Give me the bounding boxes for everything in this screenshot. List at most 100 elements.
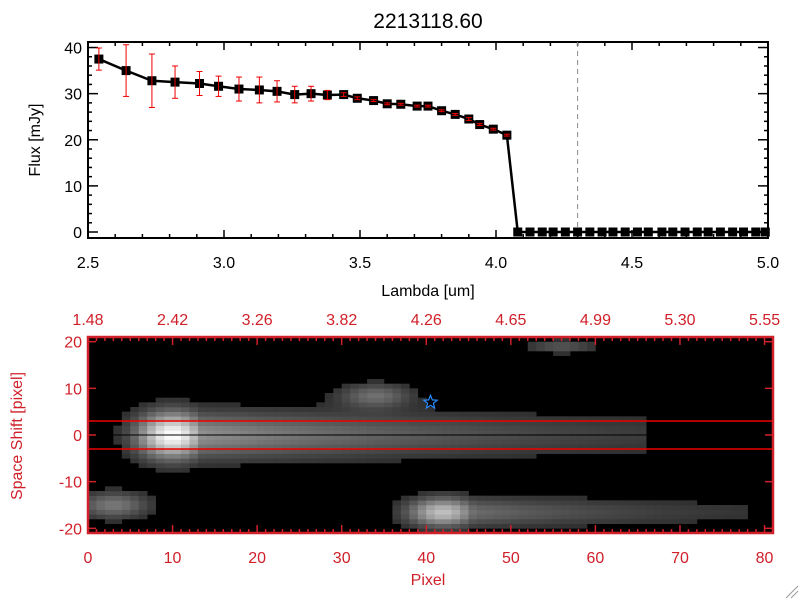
image-pixel	[434, 495, 444, 501]
image-pixel	[392, 444, 402, 450]
image-pixel	[417, 514, 427, 520]
image-pixel	[324, 411, 334, 417]
image-pixel	[121, 509, 131, 515]
image-pixel	[739, 514, 748, 520]
image-pixel	[181, 467, 190, 473]
image-pixel	[121, 416, 131, 422]
image-pixel	[383, 416, 393, 422]
image-pixel	[544, 425, 554, 431]
image-pixel	[451, 495, 461, 501]
image-pixel	[468, 435, 478, 440]
image-pixel	[409, 411, 419, 417]
resize-grip-icon[interactable]	[785, 585, 799, 599]
image-pixel	[451, 416, 461, 422]
image-pixel	[679, 500, 689, 506]
data-point	[643, 227, 653, 237]
image-pixel	[104, 519, 114, 524]
image-pixel	[595, 509, 605, 515]
image-pixel	[519, 425, 529, 431]
image-pixel	[172, 397, 182, 403]
image-pixel	[620, 416, 630, 422]
image-pixel	[358, 435, 368, 440]
image-pixel	[375, 411, 385, 417]
image-pixel	[426, 421, 436, 426]
image-pixel	[130, 421, 140, 426]
image-pixel	[274, 439, 283, 445]
image-pixel	[460, 509, 469, 515]
image-pixel	[155, 397, 165, 403]
y-tick-label: 20	[64, 133, 82, 150]
image-pixel	[400, 509, 410, 515]
image-pixel	[570, 421, 579, 426]
image-pixel	[88, 514, 97, 520]
image-pixel	[130, 514, 140, 520]
image-pixel	[214, 416, 224, 422]
image-pixel	[333, 402, 343, 408]
image-pixel	[214, 463, 224, 468]
image-pixel	[586, 514, 596, 520]
image-pixel	[460, 439, 469, 445]
image-pixel	[586, 505, 596, 510]
image-pixel	[527, 523, 537, 529]
image-pixel	[536, 500, 545, 506]
image-pixel	[96, 491, 106, 496]
image-pixel	[477, 411, 486, 417]
image-pixel	[739, 505, 748, 510]
image-pixel	[138, 491, 148, 496]
image-pixel	[350, 444, 359, 450]
image-pixel	[493, 495, 503, 501]
image-pixel	[586, 430, 596, 436]
image-pixel	[654, 500, 664, 506]
image-pixel	[257, 444, 266, 450]
image-pixel	[417, 444, 427, 450]
image-pixel	[400, 388, 410, 394]
image-pixel	[536, 444, 545, 450]
image-pixel	[595, 514, 605, 520]
image-pixel	[164, 435, 173, 440]
spectrum-plot: 2.5 3.0 3.5 4.0 4.5 5.0 0 10 20 30 40	[64, 41, 779, 272]
image-pixel	[375, 425, 385, 431]
image-pixel	[324, 453, 334, 459]
image-pixel	[316, 411, 326, 417]
image-pixel	[620, 449, 630, 454]
image-pixel	[578, 523, 588, 529]
data-point	[620, 227, 630, 237]
image-pixel	[519, 495, 529, 501]
image-pixel	[265, 411, 275, 417]
image-pixel	[485, 425, 495, 431]
image-pixel	[561, 523, 571, 529]
image-pixel	[214, 435, 224, 440]
image-pixel	[443, 519, 452, 524]
image-pixel	[527, 421, 537, 426]
image-pixel	[578, 421, 588, 426]
image-pixel	[485, 416, 495, 422]
image-pixel	[544, 430, 554, 436]
image-pixel	[510, 416, 520, 422]
image-pixel	[307, 407, 317, 412]
image-pixel	[705, 509, 715, 515]
image-pixel	[316, 458, 326, 464]
image-pixel	[493, 435, 503, 440]
image-pixel	[248, 411, 258, 417]
image-pixel	[477, 519, 486, 524]
image-pixel	[603, 421, 613, 426]
image-pixel	[206, 407, 216, 412]
image-pixel	[646, 514, 655, 520]
image-pixel	[375, 458, 385, 464]
image-pixel	[688, 505, 698, 510]
image-pixel	[603, 500, 613, 506]
image-pixel	[375, 430, 385, 436]
image-pixel	[375, 453, 385, 459]
image-pixel	[206, 458, 216, 464]
image-pixel	[324, 430, 334, 436]
image-pixel	[248, 449, 258, 454]
image-pixel	[350, 411, 359, 417]
bottom-y-axis-label: Space Shift [pixel]	[9, 372, 26, 500]
image-pixel	[460, 491, 469, 496]
image-pixel	[451, 439, 461, 445]
image-pixel	[426, 514, 436, 520]
image-pixel	[274, 430, 283, 436]
image-pixel	[231, 444, 241, 450]
image-pixel	[367, 402, 376, 408]
image-pixel	[620, 514, 630, 520]
